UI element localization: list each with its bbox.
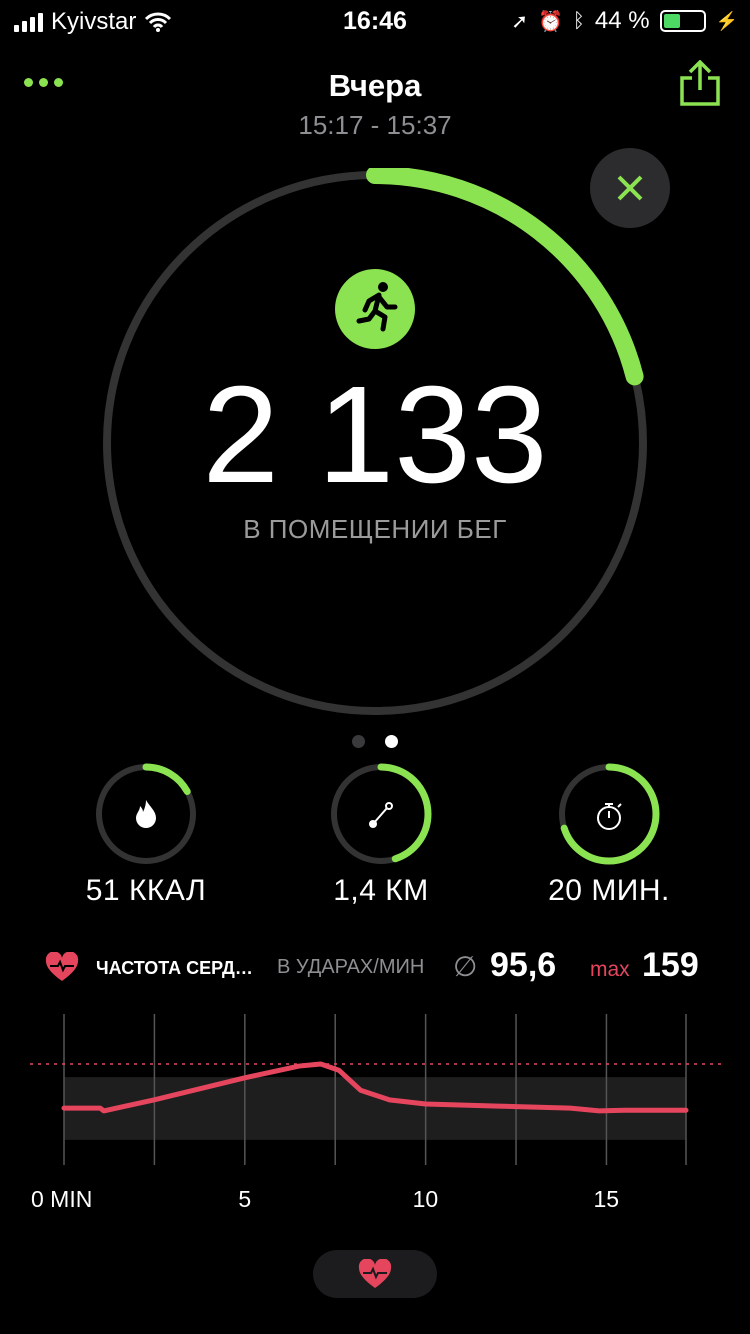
time-range: 15:17 - 15:37 — [298, 110, 452, 140]
heart-icon — [45, 952, 79, 981]
status-time: 16:46 — [343, 7, 407, 35]
stopwatch-icon — [597, 803, 622, 830]
heart-rate-header: ЧАСТОТА СЕРД… В УДАРАХ/МИН ∅ 95,6 max 15… — [0, 946, 750, 986]
battery-icon — [659, 10, 706, 32]
workout-ring-progress — [100, 168, 650, 718]
page-title: Вчера — [328, 68, 422, 103]
heart-rate-label: ЧАСТОТА СЕРД… — [96, 958, 253, 978]
close-button[interactable] — [590, 148, 670, 228]
metric-distance: 1,4 КМ — [276, 762, 486, 908]
x-tick-label: 0 MIN — [31, 1186, 93, 1212]
heart-rate-unit: В УДАРАХ/МИН — [277, 956, 425, 978]
workout-ring — [100, 168, 650, 718]
wifi-icon — [145, 12, 172, 32]
close-icon — [617, 175, 643, 201]
heart-rate-tab-button[interactable] — [313, 1250, 437, 1298]
bluetooth-icon: ᛒ — [572, 9, 585, 32]
x-tick-label: 5 — [238, 1186, 252, 1212]
heart-rate-chart — [30, 1014, 722, 1165]
flame-icon — [136, 800, 156, 828]
page-dot-1[interactable] — [352, 735, 365, 748]
x-tick-label: 10 — [412, 1186, 439, 1212]
metric-duration: 20 МИН. — [504, 762, 714, 908]
duration-ring-progress — [558, 763, 660, 865]
running-icon — [335, 269, 415, 349]
share-button[interactable] — [678, 60, 722, 106]
workout-type: В ПОМЕЩЕНИИ БЕГ — [243, 514, 507, 544]
x-tick-label: 15 — [593, 1186, 620, 1212]
signal-icon — [14, 12, 43, 32]
status-bar: Kyivstar 16:46 ➚ ⏰ ᛒ 44 % ⚡ — [0, 0, 750, 40]
max-label: max — [590, 958, 630, 981]
heart-rate-icon — [358, 1259, 392, 1288]
heart-rate-max: 159 — [642, 946, 699, 984]
charging-icon: ⚡ — [715, 10, 738, 31]
distance-icon — [369, 802, 393, 828]
calories-ring-progress — [95, 763, 197, 865]
battery-text: 44 % — [594, 7, 650, 34]
average-icon: ∅ — [453, 951, 478, 982]
more-button[interactable] — [24, 78, 63, 87]
heart-rate-line — [61, 1061, 689, 1114]
location-icon: ➚ — [511, 10, 528, 33]
carrier: Kyivstar — [51, 8, 137, 35]
page-dot-2[interactable] — [385, 735, 398, 748]
heart-rate-average: 95,6 — [490, 946, 557, 984]
metric-calories: 51 ККАЛ — [41, 762, 251, 908]
workout-value: 2 133 — [202, 358, 548, 512]
alarm-icon: ⏰ — [537, 10, 563, 33]
distance-ring-progress — [330, 763, 432, 865]
